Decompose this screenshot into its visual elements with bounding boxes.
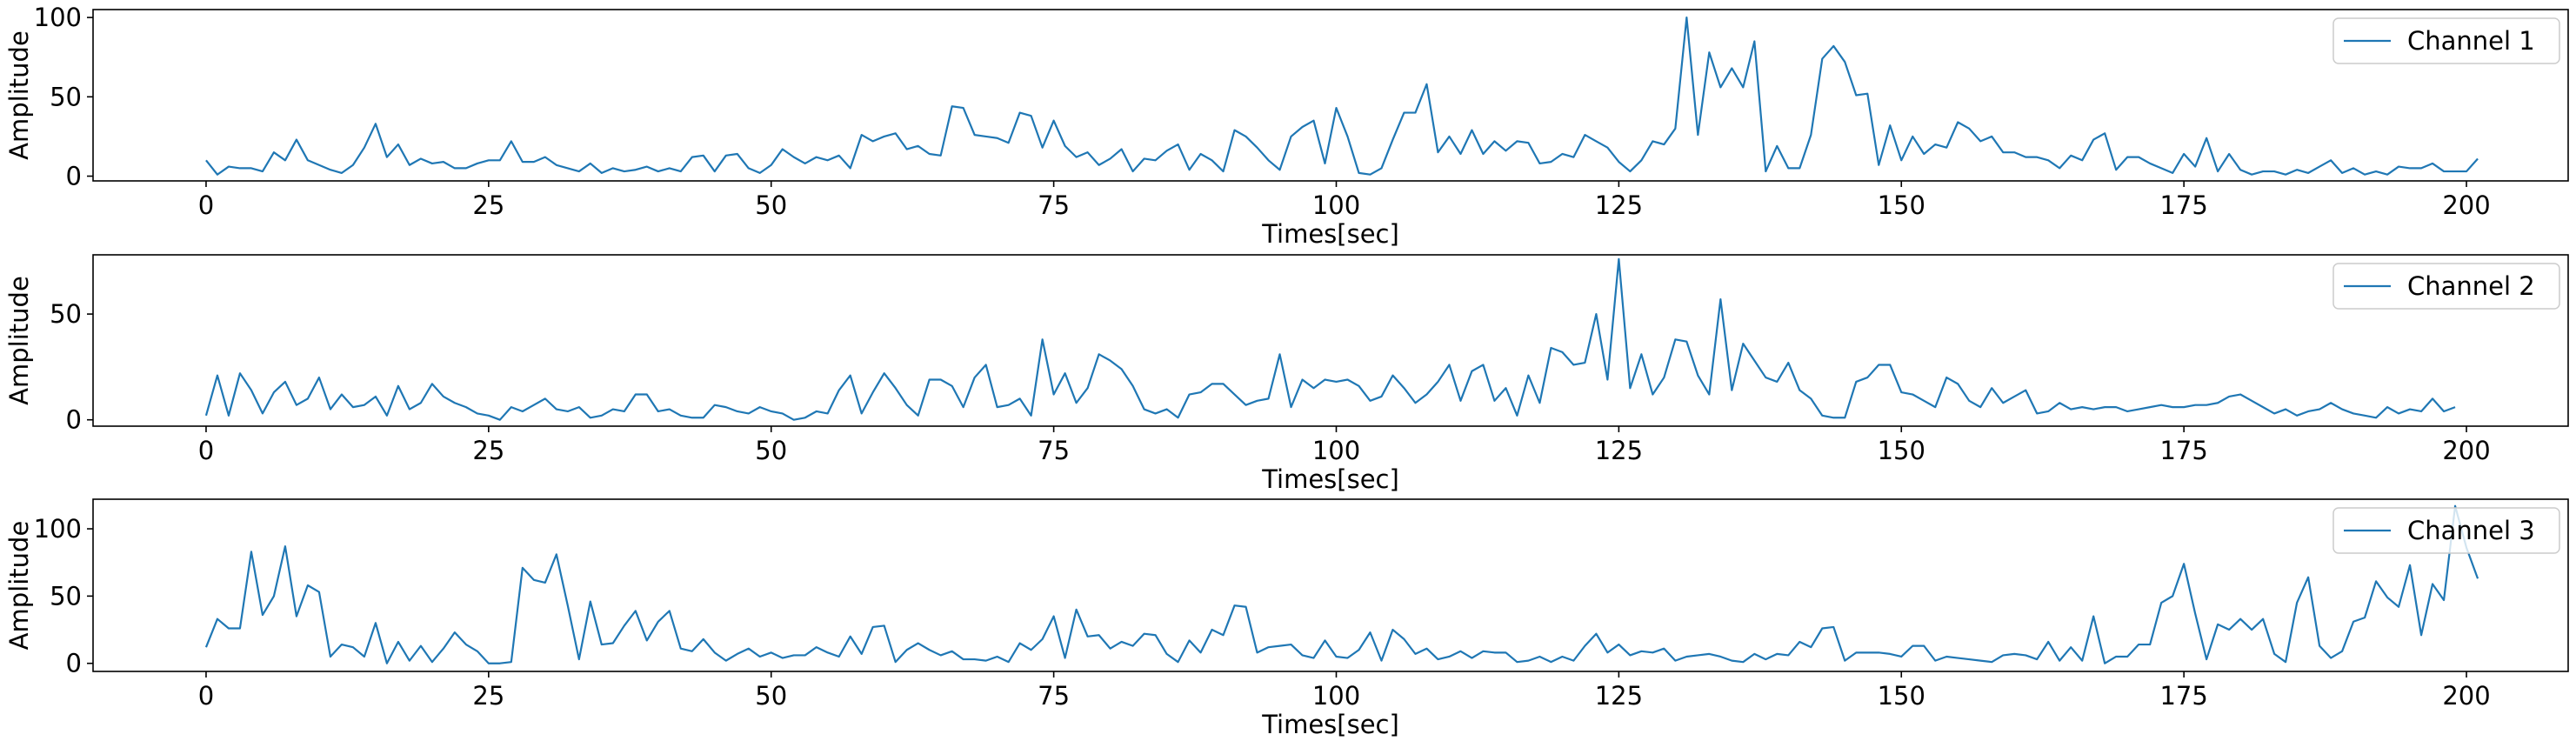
y-tick-label: 100 bbox=[34, 3, 82, 32]
x-tick-label: 25 bbox=[472, 190, 504, 220]
y-axis-label: Amplitude bbox=[4, 30, 34, 160]
axes-frame-3 bbox=[92, 498, 2569, 672]
x-tick-label: 0 bbox=[198, 190, 214, 220]
y-axis-label: Amplitude bbox=[4, 521, 34, 651]
y-tick-label: 0 bbox=[66, 649, 82, 678]
x-tick-label: 50 bbox=[755, 190, 787, 220]
legend-label: Channel 2 bbox=[2407, 271, 2535, 301]
panels: 0 25 50 75 100 125 150 175 200050100Times[sec]Am… bbox=[4, 3, 2569, 739]
x-tick-label: 125 bbox=[1595, 190, 1643, 220]
y-tick-label: 50 bbox=[50, 299, 82, 329]
axes-frame-2 bbox=[92, 254, 2569, 427]
chart-2: 0 25 50 75 100 125 150 175 200 0 50 Times[sec] Ampli… bbox=[4, 254, 2569, 494]
legend: Channel 2 bbox=[2332, 263, 2560, 310]
x-tick-label: 75 bbox=[1038, 436, 1070, 465]
legend: Channel 3 bbox=[2332, 507, 2560, 554]
legend: Channel 1 bbox=[2332, 17, 2560, 64]
x-tick-label: 100 bbox=[1312, 436, 1360, 465]
x-tick-label: 100 bbox=[1312, 190, 1360, 220]
x-tick-label: 150 bbox=[1878, 436, 1925, 465]
y-axis-label: Amplitude bbox=[4, 276, 34, 405]
y-tick-label: 100 bbox=[34, 514, 82, 544]
x-axis-label: Times[sec] bbox=[1261, 219, 1399, 249]
x-tick-label: 200 bbox=[2442, 436, 2490, 465]
legend-box bbox=[2332, 507, 2560, 554]
x-tick-label: 175 bbox=[2159, 190, 2207, 220]
x-tick-label: 75 bbox=[1038, 190, 1070, 220]
x-tick-label: 175 bbox=[2159, 436, 2207, 465]
series-line-channel-2 bbox=[204, 257, 2456, 421]
x-tick-label: 50 bbox=[755, 681, 787, 711]
axes-frame-1 bbox=[92, 9, 2569, 182]
x-tick-label: 150 bbox=[1878, 681, 1925, 711]
x-axis-label: Times[sec] bbox=[1261, 464, 1399, 494]
legend-label: Channel 3 bbox=[2407, 516, 2535, 545]
y-tick-label: 0 bbox=[66, 162, 82, 191]
y-tick-label: 50 bbox=[50, 581, 82, 611]
legend-box bbox=[2332, 263, 2560, 310]
series-line-channel-3 bbox=[204, 504, 2479, 664]
x-tick-label: 75 bbox=[1038, 681, 1070, 711]
x-tick-label: 175 bbox=[2159, 681, 2207, 711]
x-tick-label: 25 bbox=[472, 436, 504, 465]
x-tick-label: 200 bbox=[2442, 190, 2490, 220]
x-tick-label: 125 bbox=[1595, 436, 1643, 465]
x-tick-label: 0 bbox=[198, 436, 214, 465]
chart-1: 0 25 50 75 100 125 150 175 200050100Times[sec]Am… bbox=[4, 3, 2569, 249]
x-tick-label: 100 bbox=[1312, 681, 1360, 711]
series-line-channel-1 bbox=[205, 17, 2479, 176]
chart-3: 0 25 50 75 100 125 150 175 200050100Times[sec]Am… bbox=[4, 498, 2569, 739]
y-tick-label: 0 bbox=[66, 405, 82, 435]
x-tick-label: 50 bbox=[755, 436, 787, 465]
x-tick-label: 0 bbox=[198, 681, 214, 711]
x-tick-label: 25 bbox=[472, 681, 504, 711]
legend-box bbox=[2332, 17, 2560, 64]
legend-label: Channel 1 bbox=[2407, 26, 2535, 56]
x-tick-label: 200 bbox=[2442, 681, 2490, 711]
x-axis-label: Times[sec] bbox=[1261, 710, 1399, 739]
x-tick-label: 150 bbox=[1878, 190, 1925, 220]
x-tick-label: 125 bbox=[1595, 681, 1643, 711]
y-tick-label: 50 bbox=[50, 82, 82, 111]
